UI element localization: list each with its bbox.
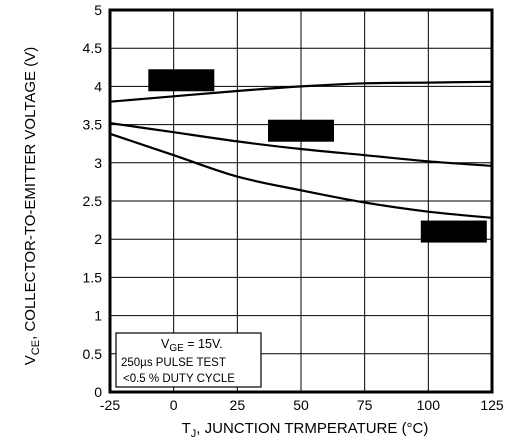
y-tick-label: 1	[94, 308, 102, 324]
y-tick-label: 0.5	[83, 346, 103, 362]
series-line	[109, 132, 493, 219]
y-tick-label: 1.5	[83, 269, 103, 285]
legend-box-frame	[115, 332, 262, 388]
y-axis-label: VCE, COLLECTOR-TO-EMITTER VOLTAGE (V)	[22, 47, 42, 365]
y-tick-labels: 0 0.5 1 1.5 2 2.5 3 3.5 4 4.5 5	[83, 2, 103, 400]
series-line	[109, 80, 493, 103]
series-line	[109, 122, 493, 167]
redacted-series-label	[148, 69, 215, 92]
x-tick-label: 50	[293, 397, 309, 413]
x-tick-label: 100	[417, 397, 441, 413]
y-tick-label: 4.5	[83, 40, 103, 56]
y-tick-label: 3.5	[83, 117, 103, 133]
redaction-group	[148, 69, 487, 243]
redacted-series-label	[420, 220, 487, 243]
x-tick-label: 25	[230, 397, 246, 413]
x-tick-label: -25	[100, 397, 120, 413]
legend-line-pulse: 250µs PULSE TEST	[121, 357, 226, 369]
x-tick-label: 0	[170, 397, 178, 413]
redacted-series-label	[268, 119, 334, 142]
x-tick-label: 75	[357, 397, 373, 413]
x-tick-labels: -25 0 25 50 75 100 125	[100, 397, 504, 413]
y-tick-label: 5	[94, 2, 102, 18]
x-axis-label: TJ, JUNCTION TRMPERATURE (°C)	[182, 420, 429, 440]
legend-line-vge: VGE = 15V.	[161, 337, 223, 354]
legend-box: VGE = 15V. 250µs PULSE TEST <0.5 % DUTY …	[115, 332, 262, 388]
y-tick-label: 3	[94, 155, 102, 171]
series-group	[109, 80, 493, 219]
y-tick-label: 2.5	[83, 193, 103, 209]
legend-line-duty: <0.5 % DUTY CYCLE	[123, 373, 235, 385]
y-tick-label: 2	[94, 231, 102, 247]
y-tick-label: 4	[94, 78, 102, 94]
plot-frame	[108, 8, 494, 394]
x-tick-label: 125	[480, 397, 504, 413]
y-tick-label: 0	[94, 384, 102, 400]
